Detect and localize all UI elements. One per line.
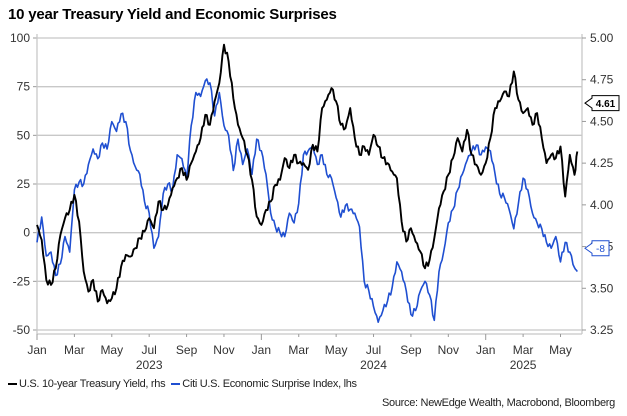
x-tick-label: Sep bbox=[176, 343, 198, 357]
legend-label-yield: U.S. 10-year Treasury Yield, rhs bbox=[19, 378, 166, 390]
chart-title: 10 year Treasury Yield and Economic Surp… bbox=[8, 6, 337, 23]
x-tick-label: May bbox=[549, 343, 572, 357]
right-tick-label: 4.50 bbox=[590, 114, 614, 128]
left-tick-label: 0 bbox=[23, 226, 30, 240]
callout-value: -8 bbox=[596, 244, 605, 255]
x-year-label: 2024 bbox=[360, 358, 387, 372]
left-tick-label: 100 bbox=[10, 31, 30, 45]
x-tick-label: Mar bbox=[64, 343, 85, 357]
cesi-line bbox=[36, 78, 578, 323]
callout-box bbox=[584, 240, 610, 257]
legend-swatch-yield bbox=[8, 383, 17, 385]
x-tick-label: Jul bbox=[142, 343, 157, 357]
right-tick-label: 4.75 bbox=[590, 73, 614, 87]
x-tick-label: Mar bbox=[513, 343, 534, 357]
callout-value: 4.61 bbox=[596, 99, 616, 110]
legend: U.S. 10-year Treasury Yield, rhs Citi U.… bbox=[8, 378, 363, 390]
right-tick-label: 4.00 bbox=[590, 198, 614, 212]
x-tick-label: Mar bbox=[288, 343, 309, 357]
left-tick-label: -25 bbox=[13, 274, 31, 288]
x-year-label: 2025 bbox=[510, 358, 537, 372]
x-tick-label: May bbox=[100, 343, 123, 357]
yield-line bbox=[36, 43, 579, 305]
x-tick-label: Nov bbox=[213, 343, 234, 357]
x-year-label: 2023 bbox=[136, 358, 163, 372]
x-tick-label: Nov bbox=[438, 343, 459, 357]
source-note: Source: NewEdge Wealth, Macrobond, Bloom… bbox=[381, 397, 615, 409]
legend-item-yield: U.S. 10-year Treasury Yield, rhs bbox=[8, 378, 166, 390]
left-tick-label: 25 bbox=[17, 177, 31, 191]
callouts: 4.61 -8 bbox=[584, 95, 620, 257]
series-lines bbox=[36, 43, 579, 323]
cesi-callout: -8 bbox=[584, 240, 610, 257]
left-tick-label: 50 bbox=[17, 128, 31, 142]
gridlines bbox=[37, 37, 582, 331]
yield-callout: 4.61 bbox=[584, 95, 620, 112]
x-tick-label: Jan bbox=[27, 343, 46, 357]
x-tick-label: Jan bbox=[252, 343, 271, 357]
right-tick-label: 3.50 bbox=[590, 281, 614, 295]
right-tick-label: 5.00 bbox=[590, 31, 614, 45]
left-tick-label: -50 bbox=[13, 323, 31, 337]
right-tick-label: 4.25 bbox=[590, 156, 614, 170]
x-tick-label: Jul bbox=[366, 343, 381, 357]
legend-label-cesi: Citi U.S. Economic Surprise Index, lhs bbox=[182, 378, 357, 390]
x-tick-label: May bbox=[325, 343, 348, 357]
legend-swatch-cesi bbox=[171, 383, 181, 385]
left-tick-label: 75 bbox=[17, 80, 31, 94]
legend-item-cesi: Citi U.S. Economic Surprise Index, lhs bbox=[171, 378, 357, 390]
right-tick-label: 3.25 bbox=[590, 323, 614, 337]
axes: 1007550250-25-505.004.754.504.254.003.75… bbox=[10, 31, 614, 372]
callout-box bbox=[584, 95, 620, 112]
x-tick-label: Sep bbox=[400, 343, 422, 357]
x-tick-label: Jan bbox=[476, 343, 495, 357]
